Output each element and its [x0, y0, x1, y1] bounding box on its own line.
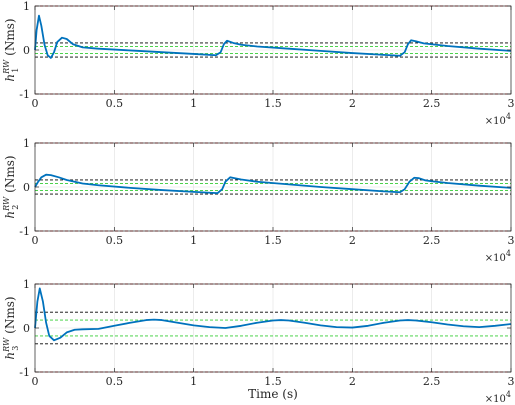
y-tick-label: -1: [19, 88, 30, 101]
y-tick-label: 0: [23, 181, 30, 194]
x-tick-label: 0: [32, 234, 39, 247]
x-tick-label: 1: [190, 234, 197, 247]
x-tick-label: 0.5: [106, 97, 124, 110]
x-exponent-label: ×104: [485, 112, 511, 127]
x-tick-label: 0.5: [106, 234, 124, 247]
x-tick-label: 2: [349, 375, 356, 388]
x-exponent-label: ×104: [485, 249, 511, 264]
x-tick-label: 1.5: [264, 97, 282, 110]
y-tick-label: 0: [23, 44, 30, 57]
x-tick-label: 0: [32, 97, 39, 110]
y-tick-label: -1: [19, 366, 30, 379]
y-tick-label: 1: [23, 137, 30, 150]
x-tick-label: 1: [190, 97, 197, 110]
x-tick-label: 2.5: [423, 97, 441, 110]
y-axis-label: hRW2 (Nms): [2, 155, 20, 218]
x-tick-label: 3: [508, 375, 515, 388]
y-axis-label: hRW1 (Nms): [2, 18, 20, 81]
x-tick-label: 1.5: [264, 375, 282, 388]
x-tick-label: 2.5: [423, 234, 441, 247]
series-line-1: [34, 173, 512, 195]
x-tick-label: 1.5: [264, 234, 282, 247]
x-tick-label: 2: [349, 97, 356, 110]
x-tick-label: 2: [349, 234, 356, 247]
series-line-1: [34, 287, 512, 342]
x-tick-label: 2.5: [423, 375, 441, 388]
series-line-1: [34, 14, 512, 59]
y-tick-label: 0: [23, 322, 30, 335]
y-tick-label: -1: [19, 225, 30, 238]
y-axis-label: hRW3 (Nms): [2, 296, 20, 359]
y-tick-label: 1: [23, 278, 30, 291]
y-tick-label: 1: [23, 0, 30, 13]
x-tick-label: 3: [508, 97, 515, 110]
x-exponent-label: ×104: [485, 390, 511, 405]
x-axis-label: Time (s): [248, 387, 298, 401]
x-tick-label: 3: [508, 234, 515, 247]
x-tick-label: 1: [190, 375, 197, 388]
x-tick-label: 0: [32, 375, 39, 388]
x-tick-label: 0.5: [106, 375, 124, 388]
